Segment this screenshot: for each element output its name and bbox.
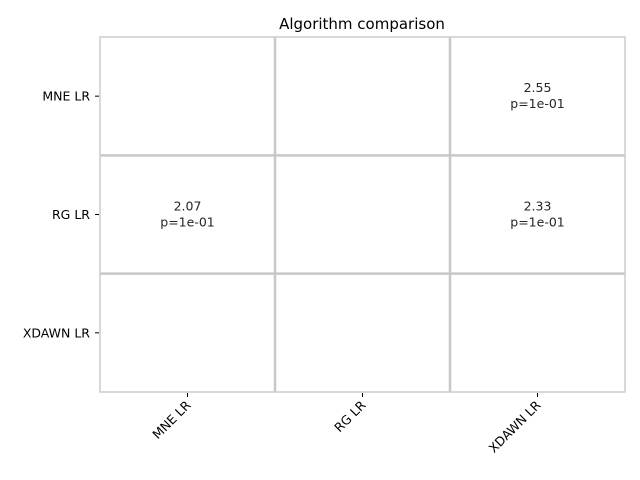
heatmap-cells [100,37,625,392]
plot-frame-border [99,36,626,393]
heatmap-cell [450,155,625,274]
heatmap-cell [100,155,275,274]
heatmap-cell [275,37,450,156]
heatmap-cell [275,273,450,392]
cell-value-label: 2.55 [524,80,552,95]
cell-annotations: 2.55p=1e-012.07p=1e-012.33p=1e-01 [160,80,564,229]
cell-value-label: 2.33 [524,199,552,214]
y-tick-label: XDAWN LR [23,325,90,340]
y-axis: MNE LR RG LR XDAWN LR [23,89,99,340]
y-tick-label: RG LR [52,207,90,222]
heatmap-cell [100,37,275,156]
heatmap-cell [275,155,450,274]
plot-frame [99,36,626,393]
heatmap-cell [450,37,625,156]
heatmap-cell [450,273,625,392]
heatmap-grid [100,37,625,392]
y-tick-label: MNE LR [42,89,90,104]
heatmap-cell [100,273,275,392]
cell-value-label: 2.07 [174,199,202,214]
cell-pvalue-label: p=1e-01 [510,215,564,230]
chart-title: Algorithm comparison [279,15,445,33]
cell-pvalue-label: p=1e-01 [510,96,564,111]
cell-pvalue-label: p=1e-01 [160,215,214,230]
